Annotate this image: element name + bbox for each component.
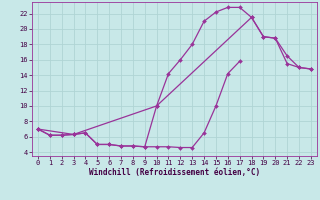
X-axis label: Windchill (Refroidissement éolien,°C): Windchill (Refroidissement éolien,°C)	[89, 168, 260, 177]
